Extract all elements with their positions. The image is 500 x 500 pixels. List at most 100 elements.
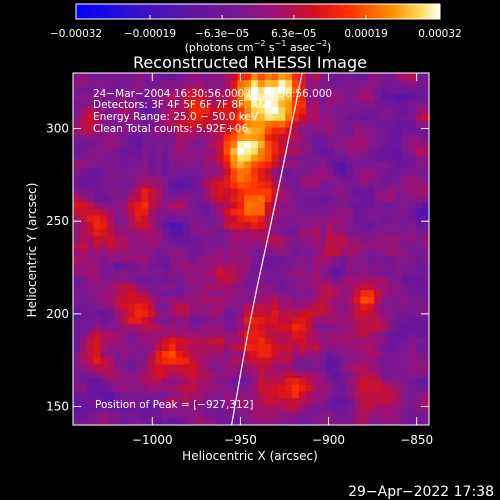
heatmap-cell <box>340 127 348 135</box>
heatmap-cell <box>189 303 197 311</box>
heatmap-cell <box>162 161 170 169</box>
heatmap-cell <box>312 350 320 358</box>
heatmap-cell <box>203 106 211 115</box>
heatmap-cell <box>237 242 245 250</box>
heatmap-cell <box>209 242 218 250</box>
heatmap-cell <box>422 167 429 175</box>
heatmap-cell <box>141 167 149 175</box>
heatmap-cell <box>100 242 108 250</box>
heatmap-cell <box>422 343 429 351</box>
heatmap-cell <box>292 79 300 87</box>
heatmap-cell <box>312 276 320 284</box>
heatmap-cell <box>381 357 389 365</box>
heatmap-cell <box>209 181 218 189</box>
heatmap-cell <box>415 147 423 155</box>
heatmap-cell <box>346 93 355 101</box>
heatmap-cell <box>73 323 81 331</box>
heatmap-cell <box>100 404 108 412</box>
heatmap-cell <box>168 282 177 291</box>
heatmap-cell <box>278 188 286 196</box>
heatmap-cell <box>230 418 238 425</box>
heatmap-cell <box>73 106 81 115</box>
heatmap-cell <box>100 377 108 385</box>
heatmap-cell <box>209 201 218 209</box>
heatmap-cell <box>196 79 204 87</box>
heatmap-cell <box>182 370 190 379</box>
heatmap-cell <box>127 215 136 223</box>
heatmap-cell <box>353 154 361 162</box>
heatmap-cell <box>244 242 252 250</box>
heatmap-cell <box>86 411 94 419</box>
heatmap-cell <box>312 370 320 379</box>
heatmap-cell <box>230 303 238 311</box>
heatmap-cell <box>326 323 334 331</box>
heatmap-cell <box>257 384 266 392</box>
heatmap-cell <box>182 201 190 209</box>
heatmap-cell <box>264 391 272 399</box>
heatmap-cell <box>175 73 183 81</box>
heatmap-cell <box>155 377 163 385</box>
heatmap-cell <box>387 79 396 87</box>
heatmap-cell <box>175 296 183 304</box>
heatmap-cell <box>340 106 348 115</box>
heatmap-cell <box>326 140 334 148</box>
heatmap-cell <box>312 194 320 203</box>
heatmap-cell <box>155 350 163 358</box>
heatmap-cell <box>326 93 334 101</box>
heatmap-cell <box>319 391 327 399</box>
heatmap-cell <box>285 201 293 209</box>
heatmap-cell <box>360 262 368 270</box>
heatmap-cell <box>264 289 272 297</box>
heatmap-cell <box>244 208 252 216</box>
heatmap-cell <box>203 404 211 412</box>
heatmap-cell <box>285 113 293 121</box>
heatmap-cell <box>168 140 177 148</box>
heatmap-cell <box>257 208 266 216</box>
heatmap-cell <box>353 296 361 304</box>
heatmap-cell <box>203 228 211 236</box>
heatmap-cell <box>326 106 334 115</box>
heatmap-cell <box>114 228 122 236</box>
heatmap-cell <box>73 167 81 175</box>
heatmap-cell <box>278 79 286 87</box>
heatmap-cell <box>134 391 142 399</box>
heatmap-cell <box>107 79 115 87</box>
heatmap-cell <box>394 113 403 121</box>
heatmap-cell <box>353 269 361 277</box>
heatmap-cell <box>360 194 368 203</box>
heatmap-cell <box>374 73 382 81</box>
heatmap-cell <box>319 188 327 196</box>
heatmap-cell <box>134 370 142 379</box>
heatmap-cell <box>394 228 403 236</box>
heatmap-cell <box>285 120 293 128</box>
heatmap-cell <box>422 73 429 81</box>
heatmap-cell <box>367 418 375 425</box>
heatmap-cell <box>168 161 177 169</box>
heatmap-cell <box>182 255 190 263</box>
heatmap-cell <box>367 208 375 216</box>
heatmap-cell <box>141 269 149 277</box>
heatmap-cell <box>319 316 327 324</box>
heatmap-cell <box>120 154 129 162</box>
heatmap-cell <box>237 343 245 351</box>
heatmap-cell <box>326 100 334 108</box>
heatmap-cell <box>394 384 403 392</box>
heatmap-cell <box>257 215 266 223</box>
heatmap-cell <box>134 323 142 331</box>
heatmap-cell <box>312 316 320 324</box>
heatmap-cell <box>278 147 286 155</box>
heatmap-cell <box>162 276 170 284</box>
heatmap-cell <box>387 418 396 425</box>
heatmap-cell <box>401 323 409 331</box>
heatmap-cell <box>189 262 197 270</box>
heatmap-cell <box>162 221 170 230</box>
heatmap-cell <box>86 249 94 257</box>
heatmap-cell <box>79 289 88 297</box>
heatmap-cell <box>141 201 149 209</box>
heatmap-cell <box>148 343 156 351</box>
heatmap-cell <box>353 127 361 135</box>
heatmap-cell <box>244 323 252 331</box>
heatmap-cell <box>168 201 177 209</box>
heatmap-cell <box>189 377 197 385</box>
heatmap-cell <box>114 303 122 311</box>
